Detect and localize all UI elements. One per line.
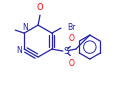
Text: O: O — [69, 59, 75, 68]
Text: N: N — [16, 46, 22, 55]
Text: N: N — [22, 23, 28, 32]
Text: S: S — [63, 47, 69, 56]
Text: O: O — [69, 34, 75, 43]
Text: Br: Br — [67, 23, 75, 32]
Text: O: O — [37, 3, 43, 12]
